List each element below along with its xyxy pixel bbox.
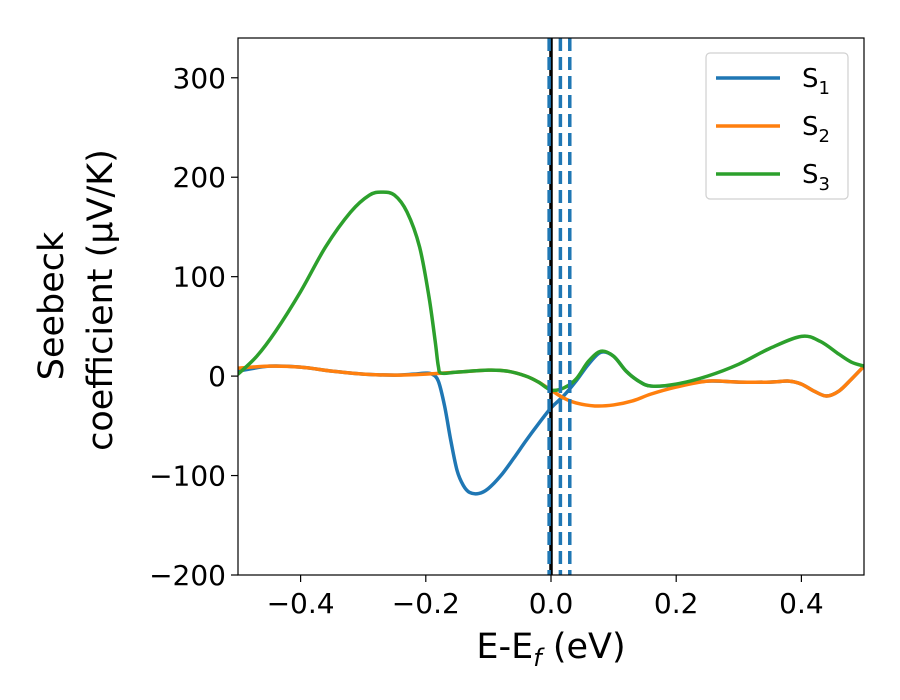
y-tick-label: −100 bbox=[149, 460, 226, 493]
y-axis-label-line1: Seebeck bbox=[32, 231, 72, 380]
x-axis-label-unit: (eV) bbox=[542, 627, 626, 667]
y-axis-label: Seebeck coefficient (μV/K) bbox=[32, 149, 121, 451]
x-tick-label: 0.2 bbox=[654, 587, 699, 620]
x-tick-label: −0.2 bbox=[392, 587, 460, 620]
y-tick-label: −200 bbox=[149, 559, 226, 592]
series-line-3 bbox=[238, 190, 864, 393]
legend-label-1: S1 bbox=[802, 64, 830, 99]
x-axis-ticks: −0.4 −0.2 0.0 0.2 0.4 bbox=[267, 575, 824, 620]
legend-label-2: S2 bbox=[802, 112, 830, 147]
legend-label-3: S3 bbox=[802, 160, 830, 195]
x-tick-label: −0.4 bbox=[267, 587, 335, 620]
y-tick-label: 100 bbox=[173, 261, 226, 294]
y-axis-label-line2: coefficient (μV/K) bbox=[81, 149, 121, 451]
y-tick-label: 300 bbox=[173, 62, 226, 95]
x-axis-label: E-Ef (eV) bbox=[476, 627, 625, 672]
series-line-2 bbox=[238, 364, 864, 408]
legend: S1 S2 S3 bbox=[705, 52, 849, 200]
x-axis-label-main: E-E bbox=[476, 627, 533, 667]
x-tick-label: 0.4 bbox=[779, 587, 824, 620]
y-tick-label: 200 bbox=[173, 161, 226, 194]
vline-layer bbox=[547, 38, 572, 575]
y-axis-ticks: −200 −100 0 100 200 300 bbox=[149, 62, 238, 592]
x-tick-label: 0.0 bbox=[529, 587, 574, 620]
series-layer bbox=[238, 190, 864, 496]
y-tick-label: 0 bbox=[208, 360, 226, 393]
